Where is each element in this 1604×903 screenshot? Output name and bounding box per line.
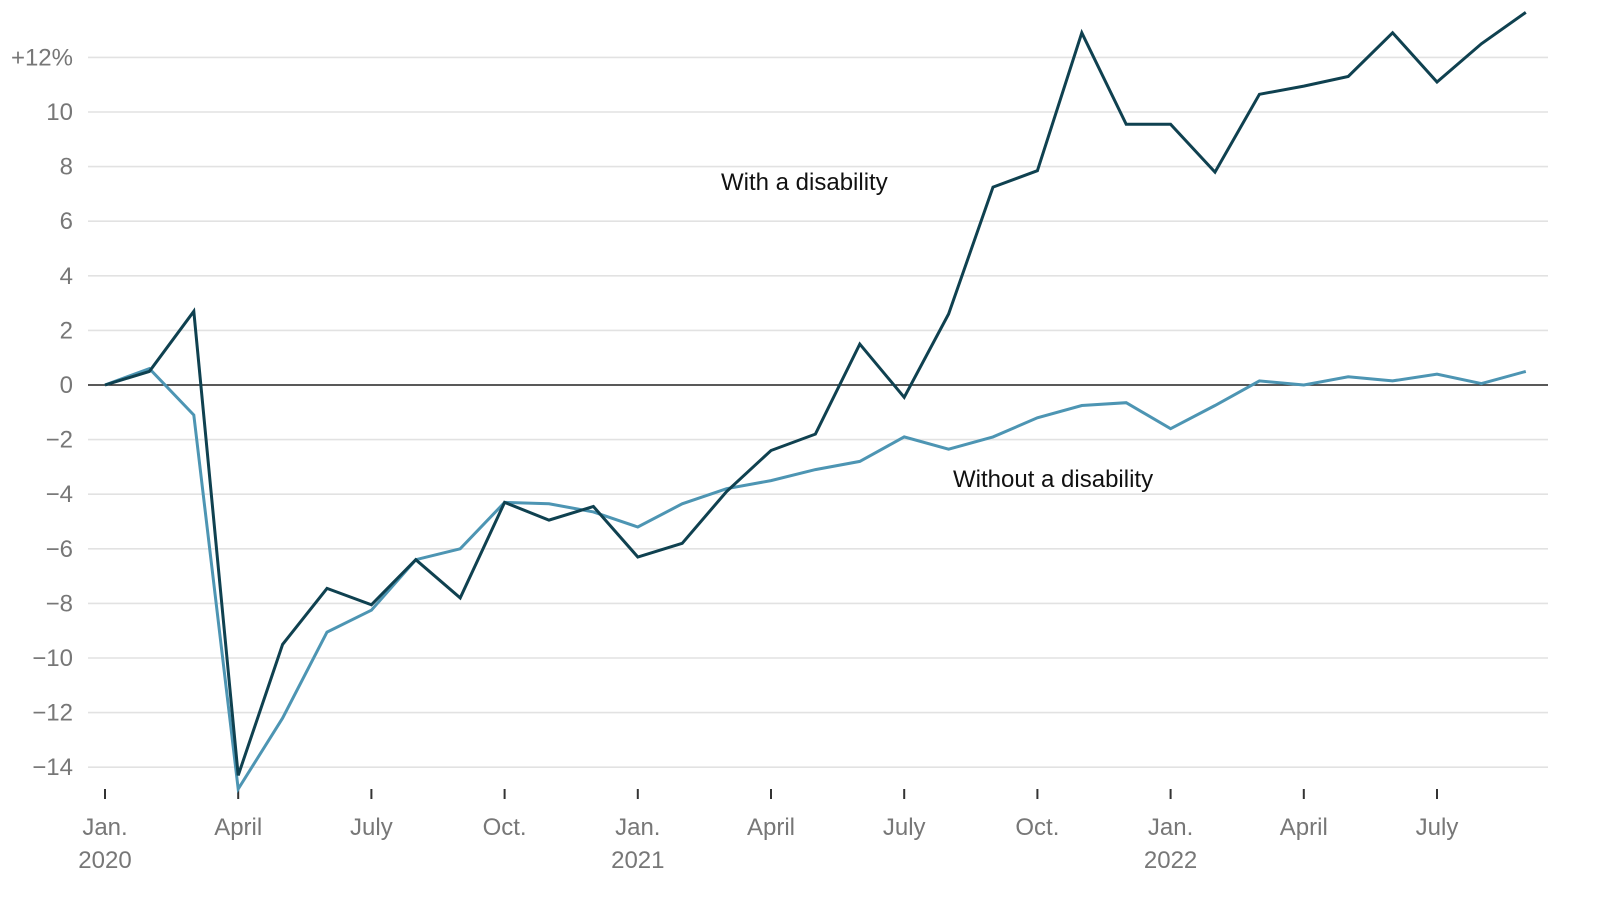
- x-tick-label: Oct.: [1015, 814, 1059, 841]
- y-tick-label: 8: [60, 154, 73, 181]
- x-tick-label: April: [214, 814, 262, 841]
- x-tick-label: Oct.: [483, 814, 527, 841]
- y-tick-label: 10: [46, 99, 73, 126]
- series-line-with-disability: [104, 11, 1527, 776]
- label-without-disability: Without a disability: [953, 466, 1153, 493]
- x-tick-label: July: [1416, 814, 1459, 841]
- y-tick-label: −6: [46, 536, 73, 563]
- y-tick-label: −12: [32, 700, 73, 727]
- gridlines: [88, 56, 1548, 769]
- x-tick-label: Jan.: [82, 814, 127, 841]
- x-tick-label: Jan.: [615, 814, 660, 841]
- x-tick-year: 2020: [78, 847, 131, 874]
- y-tick-label: 4: [60, 263, 73, 290]
- x-tick-label: July: [883, 814, 926, 841]
- y-tick-label: 2: [60, 317, 73, 344]
- x-tick-label: Jan.: [1148, 814, 1193, 841]
- x-tick-year: 2021: [611, 847, 664, 874]
- y-tick-label: 6: [60, 208, 73, 235]
- y-tick-label: 0: [60, 372, 73, 399]
- x-tick-label: July: [350, 814, 393, 841]
- y-tick-label: −14: [32, 754, 73, 781]
- series-line-without-disability: [104, 366, 1527, 794]
- y-tick-label: −8: [46, 590, 73, 617]
- y-tick-label: −4: [46, 481, 73, 508]
- y-tick-label: +12%: [11, 44, 73, 71]
- y-tick-label: −10: [32, 645, 73, 672]
- x-tick-year: 2022: [1144, 847, 1197, 874]
- series-lines: [104, 11, 1527, 794]
- label-with-disability: With a disability: [721, 169, 888, 196]
- y-axis: +12% 10 8 6 4 2 0 −2 −4 −6 −8 −10 −12 −14: [11, 44, 73, 781]
- y-tick-label: −2: [46, 427, 73, 454]
- x-axis: Jan. 2020 April July Oct. Jan. 2021 April July Oc…: [78, 789, 1458, 874]
- x-tick-label: April: [1280, 814, 1328, 841]
- x-tick-label: April: [747, 814, 795, 841]
